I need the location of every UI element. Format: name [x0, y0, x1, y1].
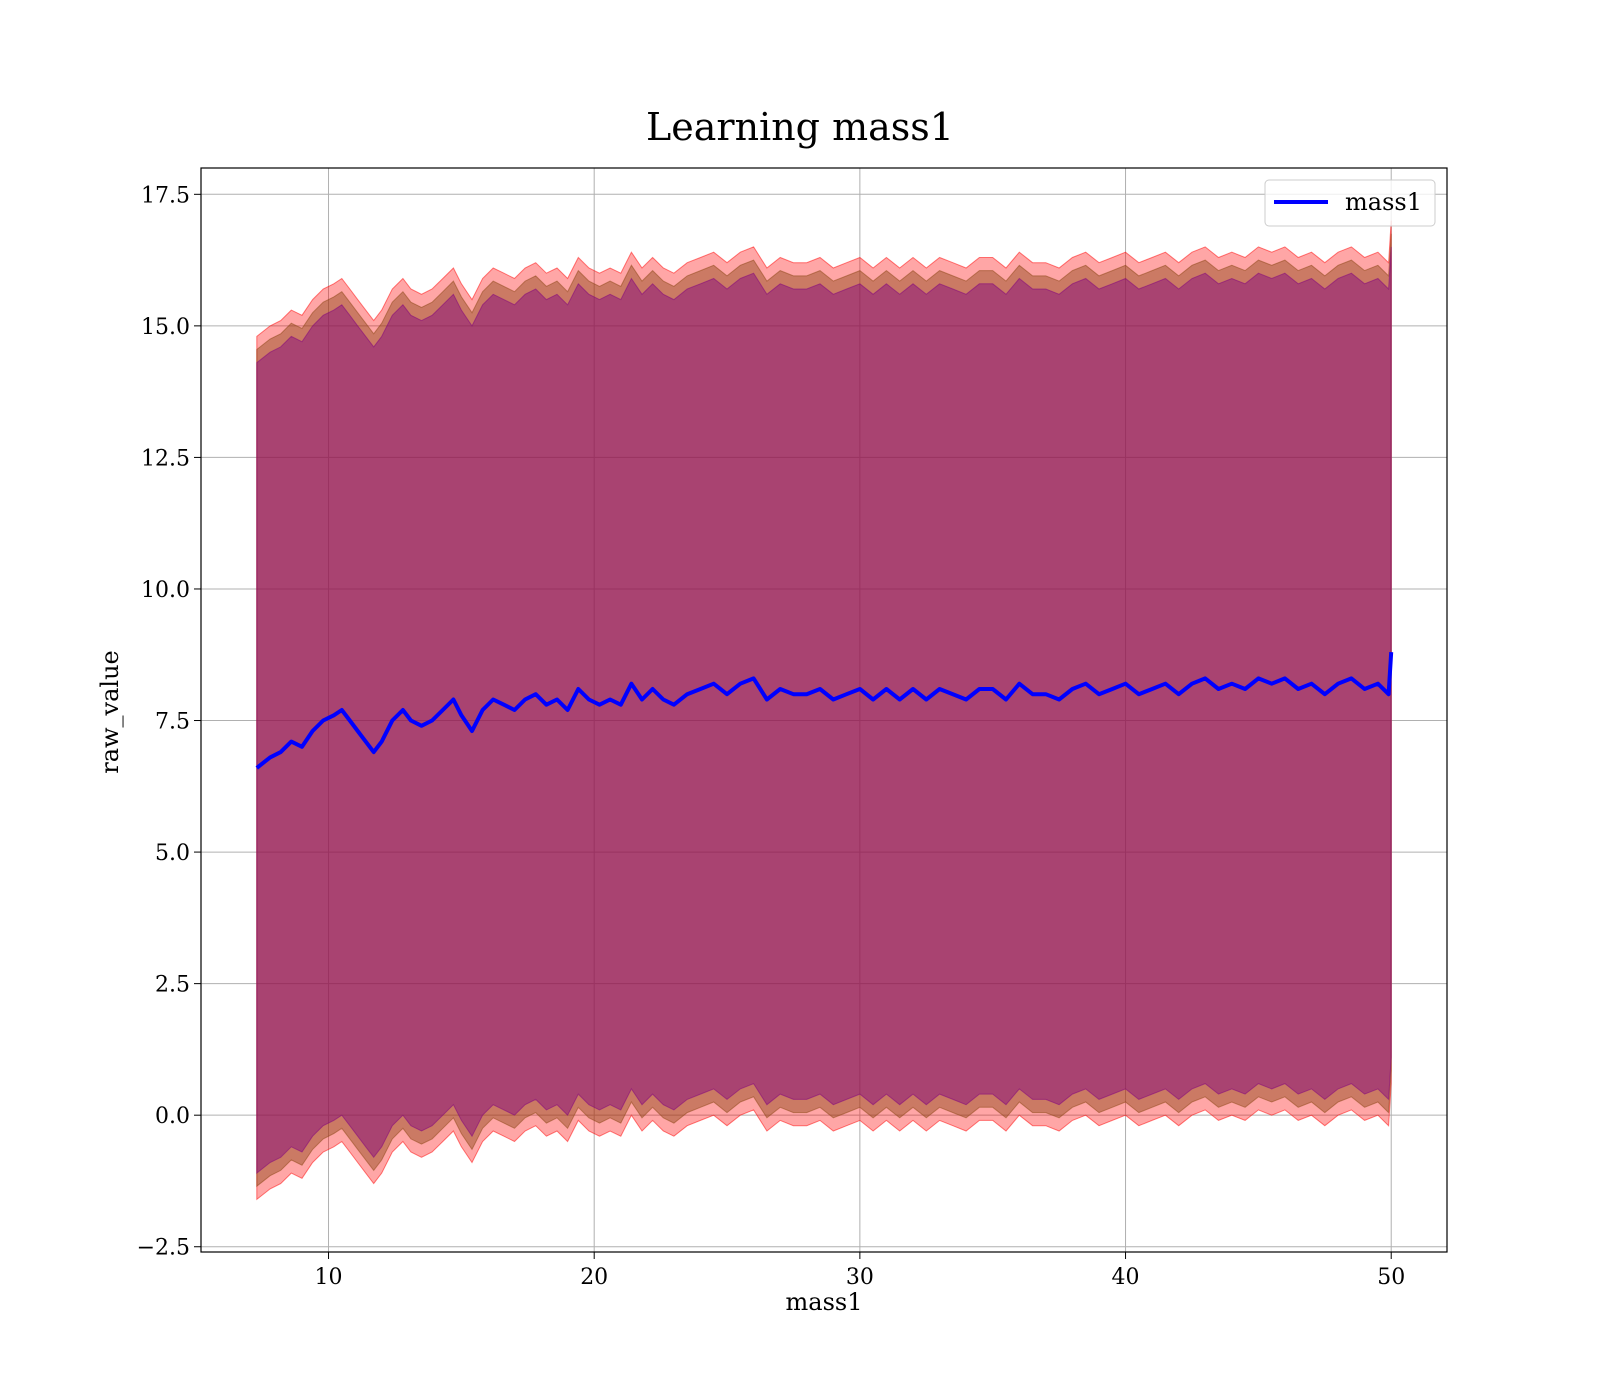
- x-axis-ticks: 10 20 30 40 50: [315, 1252, 1405, 1290]
- x-tick-label: 30: [846, 1265, 874, 1290]
- x-tick-label: 40: [1112, 1265, 1140, 1290]
- y-tick-label: 0.0: [155, 1104, 190, 1129]
- y-tick-label: 12.5: [141, 446, 190, 471]
- x-tick-label: 10: [315, 1265, 343, 1290]
- legend-box: [1264, 179, 1436, 227]
- line-layer: [255, 651, 1394, 770]
- uncertainty-band-inner: [256, 246, 1392, 1175]
- plot-frame: [200, 167, 1448, 1253]
- y-tick-label: 2.5: [155, 973, 190, 998]
- x-tick-label: 50: [1377, 1265, 1405, 1290]
- y-tick-label: 10.0: [141, 578, 190, 603]
- y-tick-label: 17.5: [141, 183, 190, 208]
- x-tick-label: 20: [580, 1265, 608, 1290]
- uncertainty-band-middle: [256, 233, 1392, 1188]
- y-tick-label: 7.5: [155, 710, 190, 735]
- series-line-mass1: [255, 651, 1394, 770]
- y-tick-label: −2.5: [137, 1236, 190, 1261]
- chart-title: Learning mass1: [646, 105, 954, 149]
- y-tick-label: 5.0: [155, 841, 190, 866]
- y-tick-label: 15.0: [141, 315, 190, 340]
- legend-label-mass1: mass1: [1345, 188, 1422, 216]
- x-axis-label: mass1: [786, 1288, 863, 1316]
- y-axis-label: raw_value: [96, 650, 124, 774]
- band-layer: [256, 220, 1392, 1201]
- legend: mass1: [1264, 179, 1436, 227]
- y-axis-ticks: −2.5 0.0 2.5 5.0 7.5 10.0 12.5 15.0 17.5: [137, 183, 201, 1261]
- uncertainty-band-outer: [256, 220, 1392, 1201]
